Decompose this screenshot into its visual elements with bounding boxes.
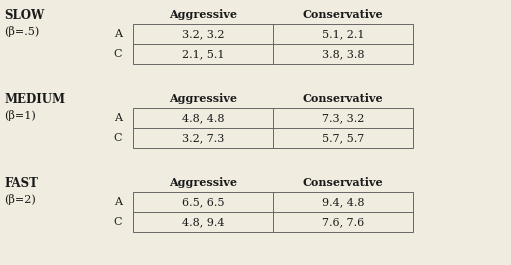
- Bar: [133, 24, 413, 64]
- Text: C: C: [114, 217, 122, 227]
- Text: (β=1): (β=1): [4, 110, 36, 121]
- Text: 6.5, 6.5: 6.5, 6.5: [182, 197, 224, 207]
- Text: 3.2, 3.2: 3.2, 3.2: [182, 29, 224, 39]
- Text: 4.8, 9.4: 4.8, 9.4: [182, 217, 224, 227]
- Text: C: C: [114, 49, 122, 59]
- Text: Aggressive: Aggressive: [169, 177, 237, 188]
- Text: 3.2, 7.3: 3.2, 7.3: [182, 133, 224, 143]
- Text: C: C: [114, 133, 122, 143]
- Text: 7.6, 7.6: 7.6, 7.6: [322, 217, 364, 227]
- Text: Aggressive: Aggressive: [169, 9, 237, 20]
- Text: SLOW: SLOW: [4, 9, 44, 22]
- Text: (β=.5): (β=.5): [4, 26, 39, 37]
- Text: 9.4, 4.8: 9.4, 4.8: [322, 197, 364, 207]
- Text: 7.3, 3.2: 7.3, 3.2: [322, 113, 364, 123]
- Bar: [133, 192, 413, 232]
- Text: A: A: [114, 197, 122, 207]
- Text: Conservative: Conservative: [303, 9, 383, 20]
- Text: Conservative: Conservative: [303, 177, 383, 188]
- Text: Aggressive: Aggressive: [169, 93, 237, 104]
- Text: FAST: FAST: [4, 177, 38, 190]
- Text: A: A: [114, 29, 122, 39]
- Bar: [133, 108, 413, 148]
- Text: Conservative: Conservative: [303, 93, 383, 104]
- Text: 4.8, 4.8: 4.8, 4.8: [182, 113, 224, 123]
- Text: A: A: [114, 113, 122, 123]
- Text: 5.7, 5.7: 5.7, 5.7: [322, 133, 364, 143]
- Text: 5.1, 2.1: 5.1, 2.1: [322, 29, 364, 39]
- Text: (β=2): (β=2): [4, 194, 36, 205]
- Text: 2.1, 5.1: 2.1, 5.1: [182, 49, 224, 59]
- Text: 3.8, 3.8: 3.8, 3.8: [322, 49, 364, 59]
- Text: MEDIUM: MEDIUM: [4, 93, 65, 106]
